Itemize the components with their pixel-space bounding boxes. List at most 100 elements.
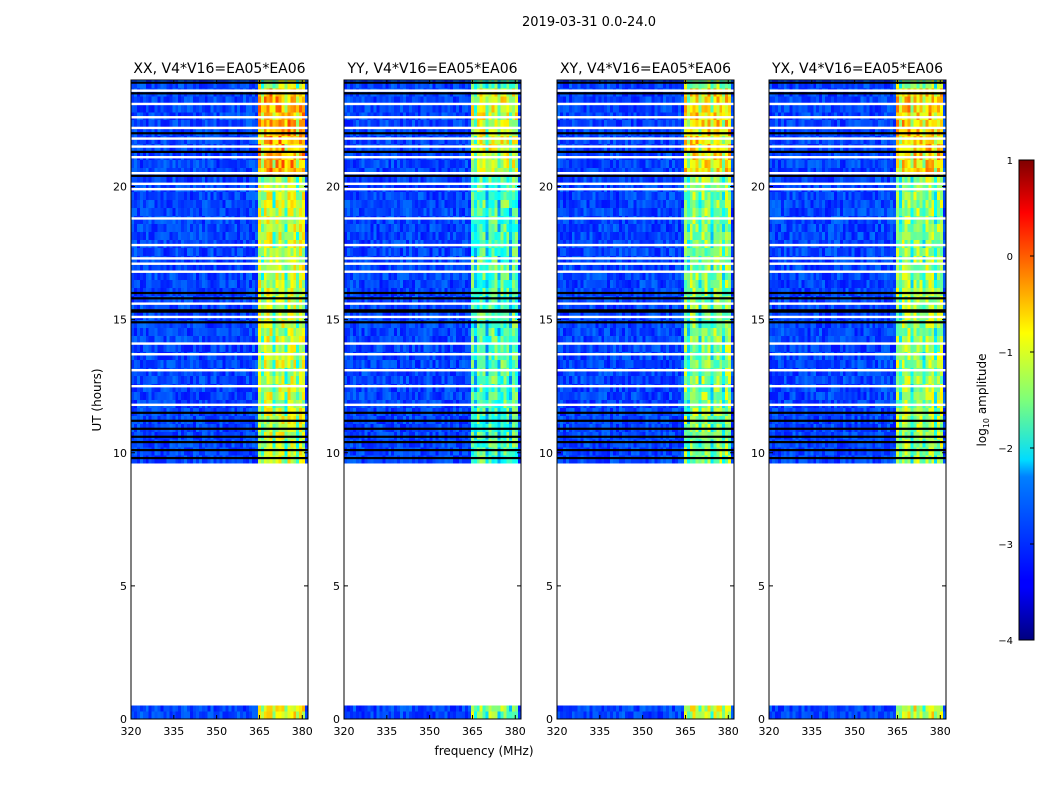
heatmap-cell (207, 447, 211, 456)
heatmap-cell (190, 207, 194, 217)
heatmap-cell (391, 223, 395, 233)
heatmap-cell (503, 375, 507, 384)
blank-row (131, 89, 308, 92)
heatmap-cell (198, 439, 203, 448)
heatmap-cell (361, 367, 365, 376)
heatmap-cell (450, 223, 454, 233)
heatmap-cell (305, 359, 309, 368)
heatmap-cell (373, 351, 377, 360)
heatmap-cell (423, 271, 427, 280)
heatmap-cell (246, 159, 250, 169)
heatmap-cell (131, 711, 135, 720)
heatmap-cell (287, 303, 291, 312)
heatmap-cell (281, 279, 285, 288)
heatmap-cell (184, 215, 188, 225)
heatmap-cell (240, 327, 244, 336)
heatmap-cell (234, 135, 238, 145)
heatmap-cell (260, 335, 265, 344)
heatmap-cell (131, 431, 135, 440)
heatmap-cell (181, 383, 185, 392)
heatmap-cell (515, 295, 519, 304)
heatmap-cell (272, 119, 276, 129)
heatmap-cell (506, 263, 510, 272)
heatmap-cell (518, 705, 522, 712)
heatmap-cell (151, 287, 155, 296)
heatmap-cell (284, 327, 288, 336)
heatmap-cell (293, 359, 297, 368)
heatmap-cell (172, 383, 176, 392)
heatmap-cell (213, 191, 217, 201)
heatmap-cell (240, 705, 244, 712)
heatmap-cell (222, 231, 226, 241)
heatmap-cell (379, 231, 383, 241)
heatmap-cell (444, 255, 448, 265)
heatmap-cell (237, 175, 241, 185)
heatmap-cell (198, 223, 203, 233)
heatmap-cell (400, 255, 404, 265)
heatmap-cell (234, 391, 238, 400)
heatmap-cell (414, 295, 419, 304)
heatmap-cell (133, 127, 138, 137)
heatmap-cell (281, 455, 285, 464)
heatmap-cell (213, 303, 217, 312)
heatmap-cell (462, 439, 466, 448)
heatmap-cell (302, 95, 306, 105)
heatmap-cell (346, 263, 351, 272)
heatmap-cell (254, 207, 259, 217)
heatmap-cell (260, 95, 265, 105)
heatmap-cell (411, 255, 416, 265)
heatmap-cell (216, 207, 220, 217)
heatmap-cell (234, 263, 238, 272)
heatmap-cell (376, 383, 380, 392)
heatmap-cell (145, 423, 149, 432)
heatmap-cell (234, 95, 238, 105)
heatmap-cell (231, 199, 235, 209)
heatmap-cell (388, 391, 392, 400)
heatmap-cell (275, 295, 279, 304)
heatmap-cell (518, 711, 522, 720)
heatmap-cell (213, 439, 217, 448)
heatmap-cell (284, 175, 288, 185)
heatmap-cell (216, 439, 220, 448)
heatmap-cell (225, 119, 229, 129)
heatmap-cell (163, 271, 167, 280)
heatmap-cell (234, 447, 238, 456)
heatmap-cell (213, 159, 217, 169)
heatmap-cell (349, 711, 354, 720)
heatmap-cell (154, 143, 158, 153)
heatmap-cell (266, 223, 270, 233)
heatmap-cell (473, 247, 478, 257)
heatmap-cell (287, 711, 291, 720)
heatmap-cell (142, 359, 147, 368)
heatmap-cell (281, 87, 285, 97)
heatmap-cell (201, 367, 206, 376)
heatmap-cell (131, 319, 135, 328)
heatmap-cell (281, 391, 285, 400)
heatmap-cell (497, 263, 501, 272)
heatmap-cell (494, 383, 498, 392)
heatmap-cell (184, 295, 188, 304)
heatmap-cell (213, 455, 217, 464)
heatmap-cell (222, 271, 226, 280)
heatmap-cell (476, 455, 480, 464)
heatmap-cell (382, 263, 386, 272)
heatmap-cell (204, 407, 208, 416)
heatmap-cell (379, 705, 383, 712)
heatmap-cell (175, 135, 179, 145)
heatmap-cell (361, 391, 365, 400)
heatmap-cell (204, 367, 208, 376)
heatmap-cell (195, 119, 200, 129)
heatmap-cell (426, 423, 430, 432)
heatmap-cell (213, 263, 217, 272)
heatmap-cell (231, 247, 235, 257)
heatmap-cell (225, 375, 229, 384)
heatmap-cell (148, 367, 152, 376)
heatmap-cell (139, 375, 144, 384)
heatmap-cell (139, 415, 144, 424)
heatmap-cell (184, 127, 188, 137)
heatmap-cell (272, 143, 276, 153)
heatmap-cell (243, 271, 247, 280)
heatmap-cell (509, 247, 513, 257)
heatmap-cell (163, 319, 167, 328)
heatmap-cell (506, 391, 510, 400)
